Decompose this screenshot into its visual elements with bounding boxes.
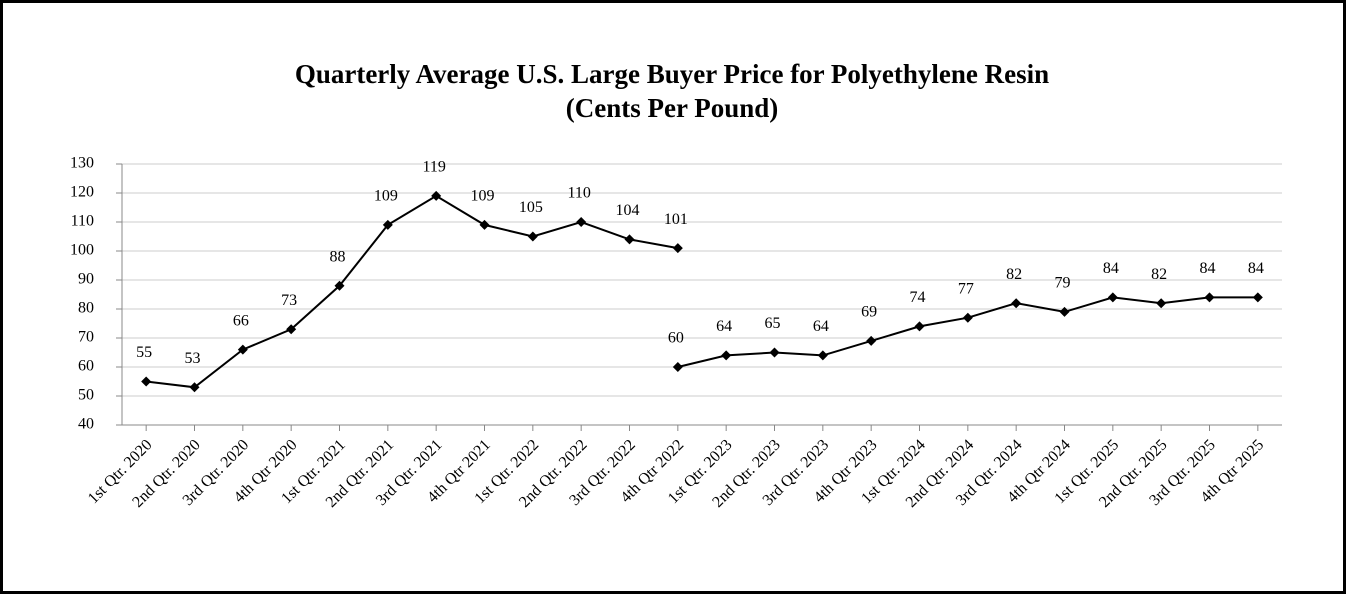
marker	[1204, 292, 1215, 303]
marker	[624, 234, 635, 245]
y-tick-label: 90	[78, 271, 94, 288]
y-tick-label: 130	[70, 155, 94, 172]
data-label: 105	[519, 199, 543, 216]
marker	[866, 335, 877, 346]
data-label: 84	[1103, 260, 1119, 277]
data-label: 84	[1200, 260, 1216, 277]
data-label: 84	[1248, 260, 1264, 277]
data-label: 64	[813, 318, 829, 335]
marker	[527, 231, 538, 242]
y-tick-label: 40	[78, 416, 94, 433]
marker	[962, 312, 973, 323]
y-tick-label: 60	[78, 358, 94, 375]
data-label: 74	[910, 289, 926, 306]
marker	[1011, 298, 1022, 309]
y-tick-label: 80	[78, 300, 94, 317]
marker	[286, 324, 297, 335]
line	[146, 194, 679, 389]
marker	[721, 350, 732, 361]
data-label: 66	[233, 312, 249, 329]
data-label: 60	[668, 330, 684, 347]
marker	[237, 344, 248, 355]
data-label: 104	[616, 202, 640, 219]
data-label: 109	[374, 188, 398, 205]
data-label: 65	[765, 315, 781, 332]
data-label: 69	[861, 304, 877, 321]
marker	[672, 243, 683, 254]
y-tick-label: 110	[71, 213, 94, 230]
data-label: 109	[471, 188, 495, 205]
marker	[1252, 292, 1263, 303]
marker	[672, 362, 683, 372]
y-tick-label: 100	[70, 242, 94, 259]
y-tick-label: 70	[78, 329, 94, 346]
data-label: 77	[958, 280, 974, 297]
marker	[189, 382, 200, 393]
marker	[1156, 298, 1167, 309]
marker	[141, 376, 152, 387]
marker	[914, 321, 925, 332]
data-label: 79	[1055, 275, 1071, 292]
data-label: 53	[185, 350, 201, 367]
marker	[576, 217, 587, 227]
marker	[769, 347, 780, 358]
marker	[1059, 306, 1070, 317]
data-label: 88	[330, 248, 346, 265]
data-label: 64	[716, 318, 732, 335]
chart-subtitle: (Cents Per Pound)	[566, 93, 779, 123]
marker	[1107, 292, 1118, 303]
y-tick-label: 120	[70, 184, 94, 201]
data-label: 82	[1006, 266, 1022, 283]
marker	[817, 350, 828, 361]
marker	[479, 219, 490, 230]
data-label: 82	[1151, 266, 1167, 283]
marker	[382, 219, 393, 230]
chart-title: Quarterly Average U.S. Large Buyer Price…	[295, 59, 1049, 89]
data-label: 55	[136, 344, 152, 361]
data-label: 119	[422, 159, 445, 176]
y-tick-label: 50	[78, 387, 94, 404]
data-label: 73	[281, 292, 297, 309]
marker	[431, 190, 442, 201]
marker	[334, 280, 345, 291]
data-label: 110	[567, 185, 590, 202]
data-label: 101	[664, 211, 688, 228]
